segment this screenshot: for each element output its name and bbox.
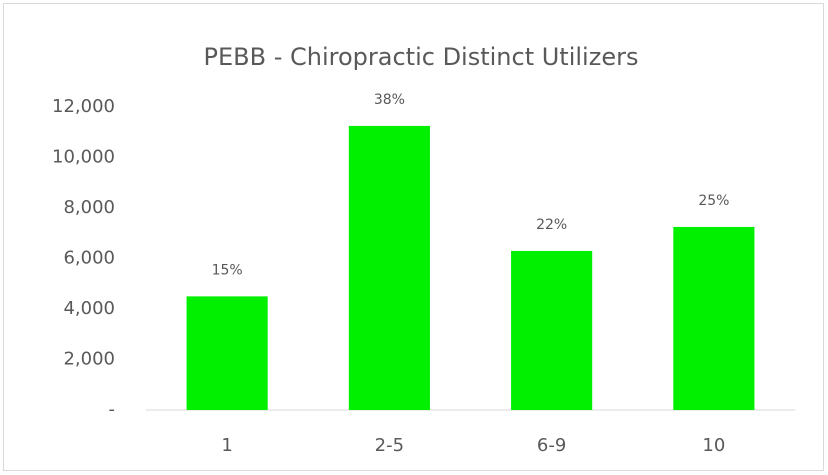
x-tick-label: 10: [702, 435, 725, 456]
x-tick-label: 2-5: [375, 435, 404, 456]
y-tick-label: 4,000: [63, 298, 115, 319]
bar: [348, 125, 430, 410]
data-label: 25%: [698, 193, 729, 209]
x-tick-label: 6-9: [537, 435, 566, 456]
y-tick-label: 2,000: [63, 349, 115, 370]
bar: [511, 250, 593, 410]
bar: [673, 226, 755, 410]
y-tick-label: 12,000: [52, 96, 115, 117]
y-tick-label: -: [109, 399, 116, 420]
y-tick-label: 6,000: [63, 248, 115, 269]
data-label: 22%: [536, 217, 567, 233]
x-tick-label: 1: [221, 435, 232, 456]
data-label: 38%: [374, 92, 405, 108]
bar: [186, 296, 268, 410]
data-label: 15%: [212, 262, 243, 278]
y-tick-label: 10,000: [52, 147, 115, 168]
y-tick-label: 8,000: [63, 197, 115, 218]
chart-title: PEBB - Chiropractic Distinct Utilizers: [204, 43, 639, 71]
